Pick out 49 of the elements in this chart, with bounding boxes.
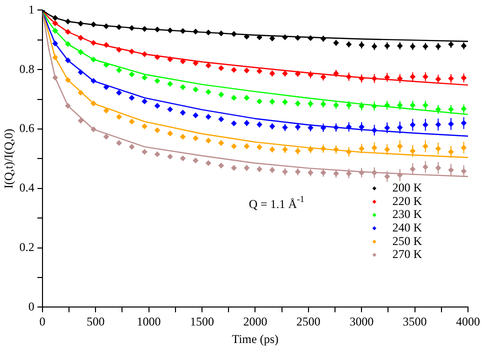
point — [116, 90, 122, 96]
point — [90, 40, 96, 46]
point — [116, 67, 122, 73]
point — [154, 26, 160, 32]
point — [65, 103, 71, 109]
point — [65, 18, 71, 24]
legend-label: 220 K — [392, 194, 422, 208]
point — [52, 74, 58, 80]
legend-label: 270 K — [392, 247, 422, 262]
point — [167, 56, 173, 62]
x-tick-label: 3000 — [350, 314, 374, 329]
point — [52, 40, 58, 46]
x-tick-label: 3500 — [402, 314, 427, 329]
x-tick-label: 2500 — [296, 314, 320, 329]
point — [90, 126, 96, 132]
x-tick-label: 500 — [86, 314, 105, 329]
point — [65, 29, 71, 35]
y-tick-label: 0.6 — [19, 121, 34, 136]
point — [65, 58, 71, 64]
x-axis-title: Time (ps) — [232, 332, 278, 346]
point — [116, 114, 122, 120]
legend-label: 240 K — [392, 220, 422, 234]
y-axis-title: I(Q,t)/I(Q,0) — [1, 128, 16, 189]
x-tick-label: 2000 — [243, 314, 268, 329]
y-tick-label: 0.4 — [19, 180, 34, 195]
point — [116, 24, 122, 30]
legend-label: 200 K — [392, 180, 422, 195]
legend-label: 250 K — [392, 234, 422, 248]
point — [142, 149, 148, 155]
x-tick-label: 1000 — [136, 314, 161, 329]
y-tick-label: 0.2 — [19, 240, 34, 254]
y-tick-label: 0.8 — [19, 62, 34, 76]
point — [142, 26, 148, 32]
point — [52, 15, 58, 21]
point — [192, 86, 198, 92]
point — [52, 20, 58, 26]
x-tick-label: 0 — [39, 314, 46, 329]
y-tick-label: 1 — [28, 2, 34, 16]
point — [52, 28, 58, 34]
legend-label: 230 K — [392, 207, 422, 222]
point — [52, 54, 58, 60]
y-tick-label: 0 — [28, 299, 34, 314]
point — [142, 124, 148, 130]
point — [142, 51, 148, 57]
point — [180, 28, 186, 34]
x-tick-label: 1500 — [190, 314, 214, 329]
point — [116, 47, 122, 52]
x-tick-label: 4000 — [456, 314, 480, 329]
point — [65, 41, 71, 47]
